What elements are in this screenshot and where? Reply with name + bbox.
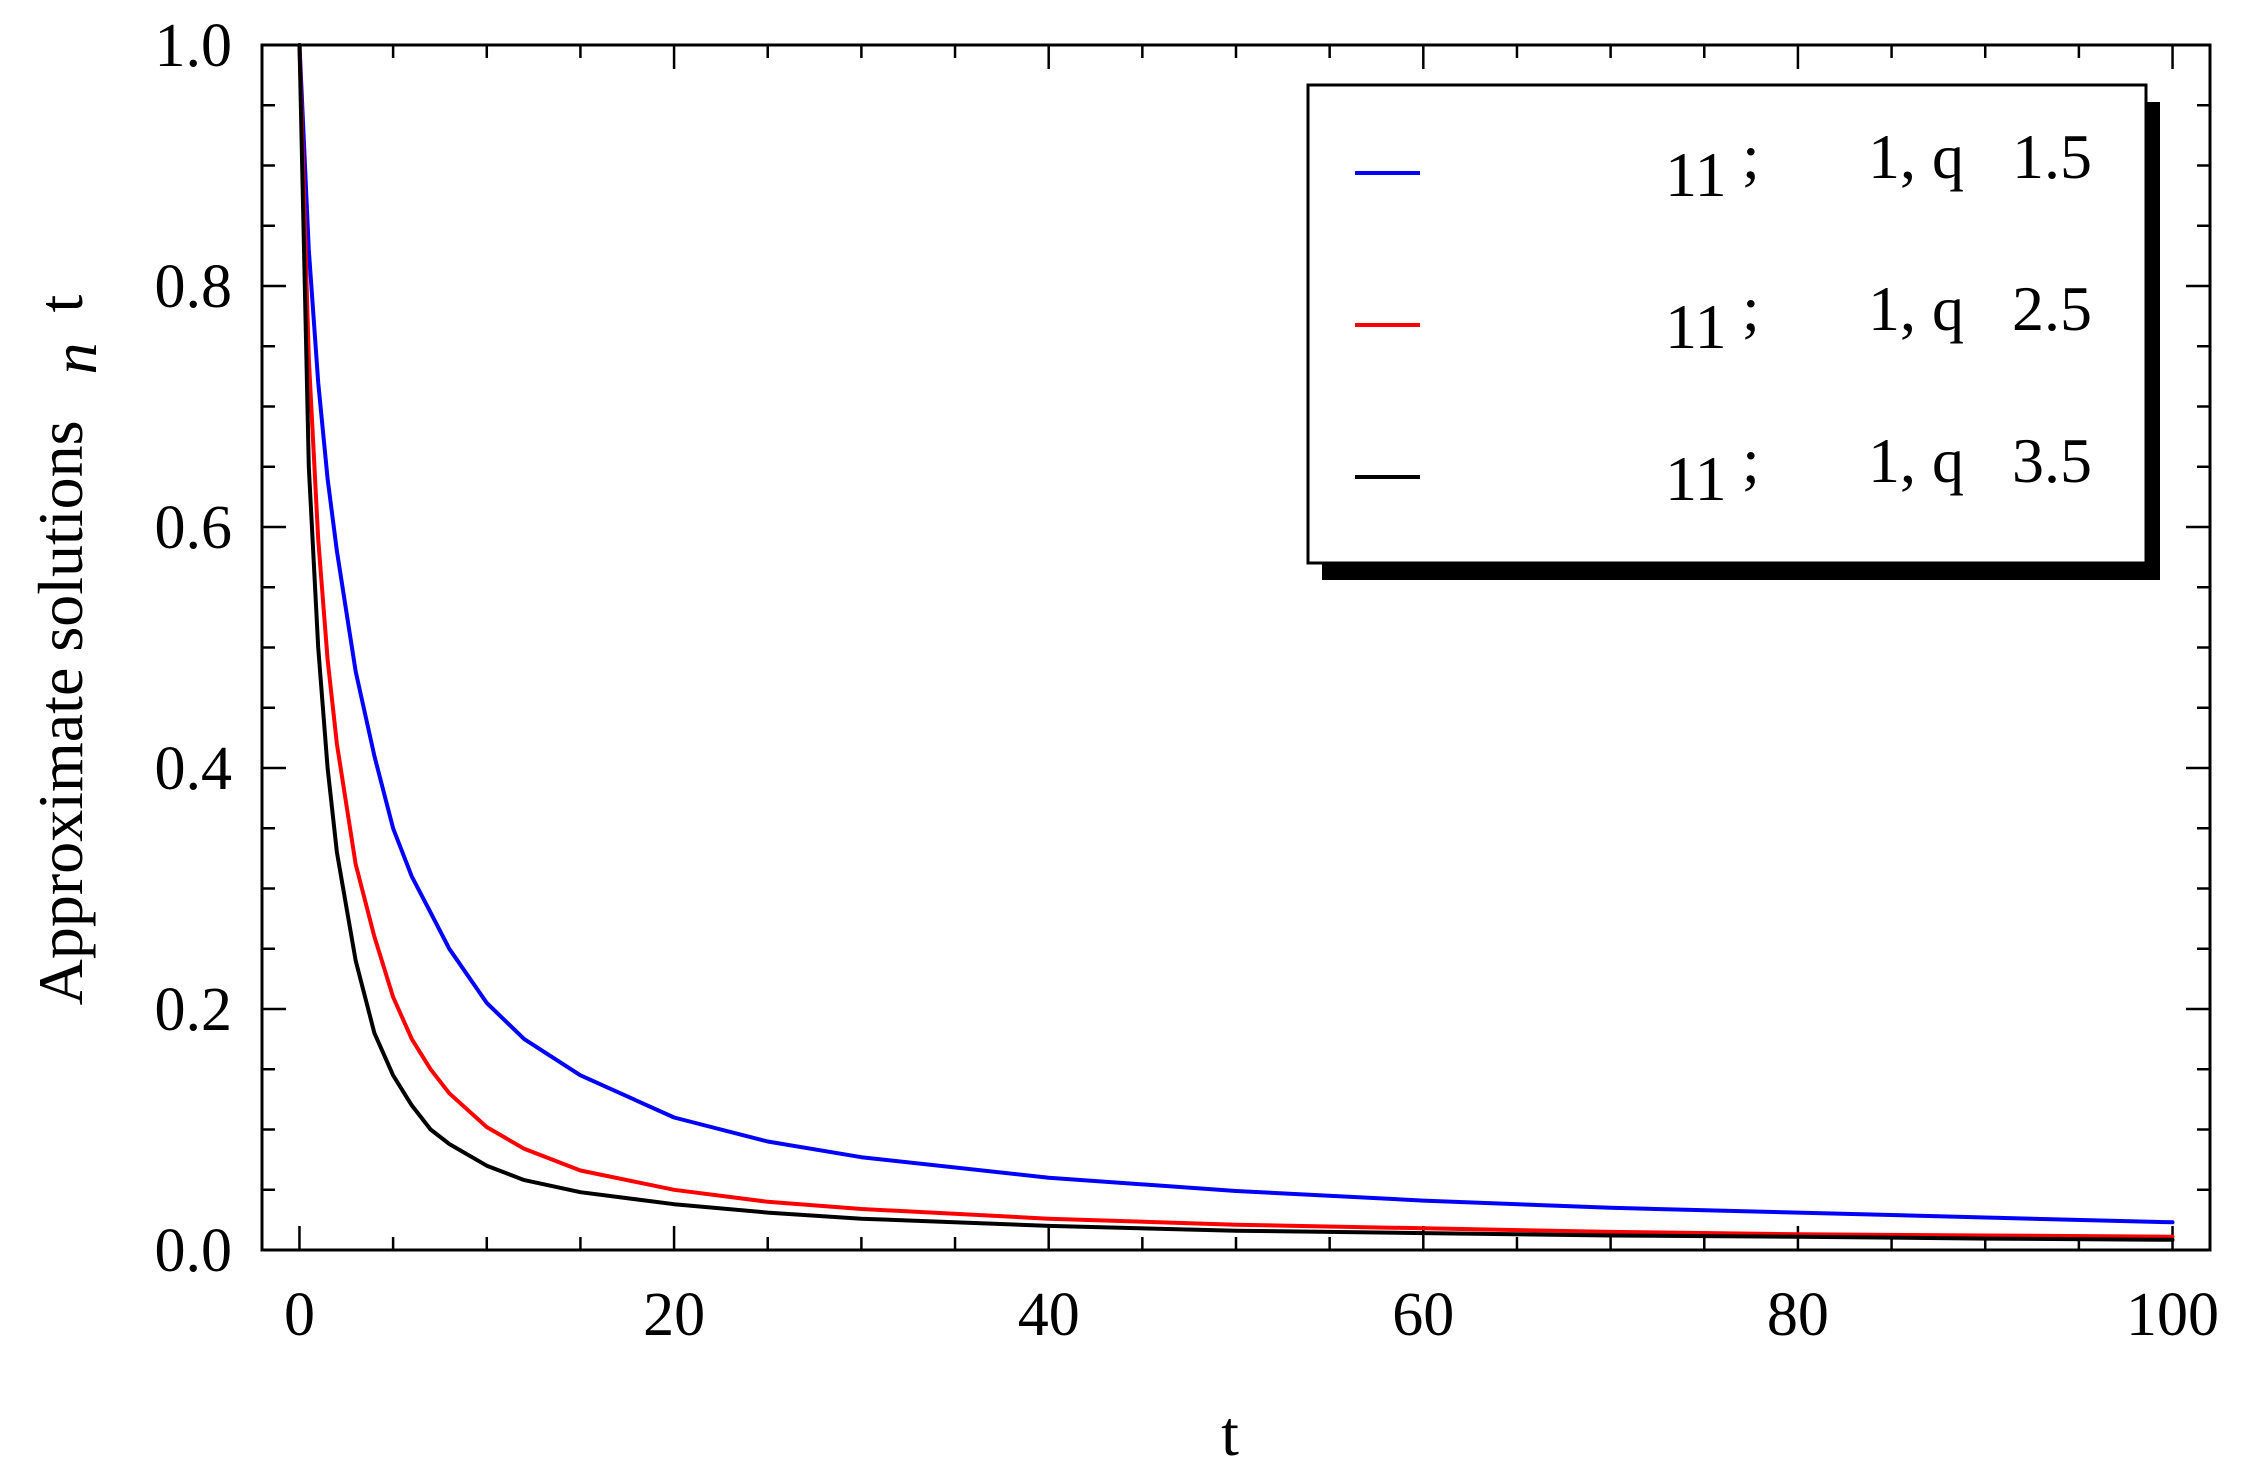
series-line-2: [297, 43, 2175, 1239]
legend-label-1-part-3: 1, q: [1868, 121, 1964, 192]
legend-label-2-part-1: 11: [1665, 291, 1727, 362]
x-tick-label: 40: [1018, 1281, 1080, 1349]
legend-label-2-part-3: 1, q: [1868, 273, 1964, 344]
x-tick-label: 0: [284, 1281, 315, 1349]
y-tick-label: 0.2: [155, 976, 233, 1044]
y-tick-label: 0.4: [155, 735, 233, 803]
legend-label-2-part-2: ;: [1742, 273, 1760, 344]
series-line-3: [297, 43, 2175, 1242]
legend-label-1-part-1: 11: [1665, 139, 1727, 210]
legend-label-1-part-2: ;: [1742, 121, 1760, 192]
legend-box: [1306, 83, 2148, 565]
x-axis-label: t: [1221, 1398, 1239, 1469]
legend-label-3-part-2: ;: [1742, 425, 1760, 496]
x-tick-label: 20: [643, 1281, 705, 1349]
plot-frame: [260, 43, 2212, 1252]
series-layer: [297, 43, 2175, 1242]
y-tick-labels: 0.0 0.2 0.4 0.6 0.8 1.0: [155, 12, 233, 1285]
y-tick-label: 1.0: [155, 12, 233, 80]
x-tick-labels: 0 20 40 60 80 100: [284, 1281, 2219, 1349]
x-tick-label: 80: [1767, 1281, 1829, 1349]
legend-label-3-part-1: 11: [1665, 443, 1727, 514]
legend-label-3-part-4: 3.5: [2012, 425, 2092, 496]
legend-label-2-part-4: 2.5: [2012, 273, 2092, 344]
series-line-1: [297, 43, 2175, 1225]
y-axis-label-tail: t: [25, 294, 96, 312]
x-tick-label: 100: [2126, 1281, 2219, 1349]
x-tick-label: 60: [1392, 1281, 1454, 1349]
legend: 11; 1, q 1.5 11; 1, q 2.5 11; 1, q 3.5: [1306, 83, 2160, 580]
y-tick-label: 0.0: [155, 1217, 233, 1285]
y-axis-label-sub: n: [39, 342, 110, 374]
legend-label-1-part-4: 1.5: [2012, 121, 2092, 192]
y-tick-label: 0.6: [155, 494, 233, 562]
y-tick-label: 0.8: [155, 253, 233, 321]
y-axis-label: Approximate solutions n t: [25, 294, 110, 1005]
svg-text:Approximate solutions n: Approximate solutions n t: [25, 294, 110, 1005]
y-axis-label-main: Approximate solutions: [25, 420, 96, 1005]
legend-label-3-part-3: 1, q: [1868, 425, 1964, 496]
